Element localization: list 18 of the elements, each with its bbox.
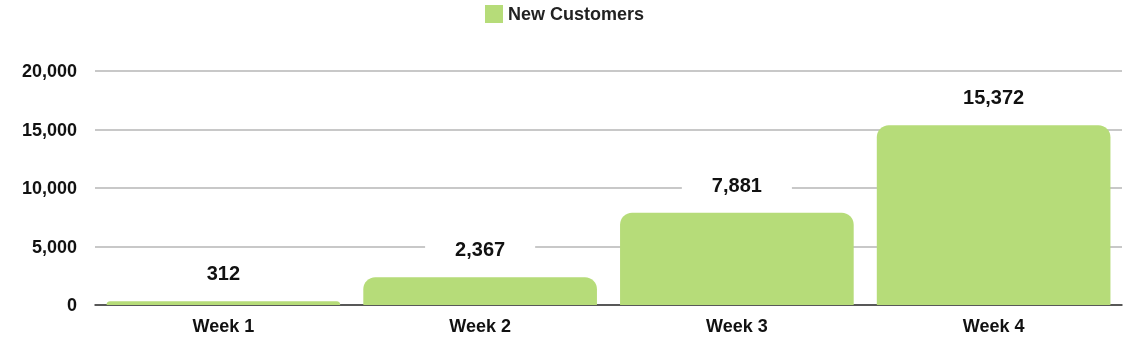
- y-tick-label: 10,000: [21, 178, 77, 198]
- data-label: 7,881: [711, 173, 762, 196]
- bar: [106, 301, 341, 305]
- y-tick-label: 20,000: [21, 61, 77, 81]
- x-tick-label: Week 2: [449, 316, 511, 336]
- bar: [620, 212, 854, 305]
- bar: [363, 277, 597, 305]
- data-label: 312: [206, 262, 241, 285]
- x-tick-label: Week 4: [962, 316, 1025, 336]
- data-label: 2,367: [455, 238, 506, 261]
- legend-label: New Customers: [507, 4, 645, 24]
- y-tick-label: 0: [66, 295, 77, 315]
- x-tick-label: Week 1: [192, 316, 255, 336]
- x-tick-label: Week 3: [706, 316, 768, 336]
- data-label: 15,372: [963, 86, 1025, 109]
- y-tick-label: 5,000: [31, 236, 77, 257]
- bar: [876, 125, 1111, 305]
- y-tick-label: 15,000: [21, 119, 77, 140]
